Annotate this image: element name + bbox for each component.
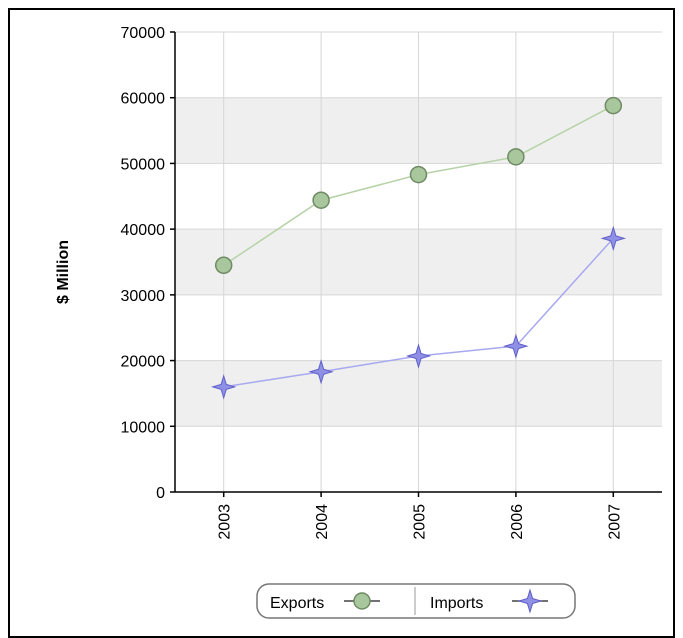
y-tick-label: 40000: [121, 222, 166, 239]
point-imports-2003: [210, 374, 237, 400]
y-axis-ticks: 0 10000 20000 30000 40000 50000 60000 70000: [121, 25, 175, 502]
point-exports-2007: [604, 96, 623, 115]
point-imports-2004: [308, 359, 334, 385]
point-exports-2004: [312, 191, 330, 209]
x-tick-label: 2004: [314, 504, 331, 540]
y-tick-label: 70000: [121, 25, 166, 42]
legend-marker: [517, 588, 543, 614]
x-tick-label: 2006: [509, 504, 526, 540]
point-imports-2007: [600, 225, 627, 252]
y-axis-label: $ Million: [55, 240, 72, 304]
legend-box: [256, 583, 576, 619]
line-chart: 0 10000 20000 30000 40000 50000 60000 70000 200…: [55, 25, 662, 619]
point-exports-2006: [507, 148, 525, 166]
chart-frame: 0 10000 20000 30000 40000 50000 60000 70000 200…: [8, 8, 675, 638]
y-tick-label: 20000: [121, 354, 166, 371]
legend-marker: [353, 592, 371, 610]
x-tick-label: 2007: [606, 504, 623, 540]
gridlines: [175, 31, 662, 492]
legend-symbol-exports: [344, 592, 380, 610]
series-markers: [210, 96, 627, 400]
y-tick-label: 10000: [121, 419, 166, 436]
point-imports-2006: [503, 333, 529, 359]
y-tick-label: 50000: [121, 156, 166, 173]
x-tick-label: 2003: [217, 504, 234, 540]
legend-symbol-imports: [512, 588, 548, 614]
point-exports-2005: [409, 165, 428, 184]
y-tick-label: 30000: [121, 288, 166, 305]
legend-label-imports: Imports: [430, 595, 483, 612]
x-axis-ticks: 2003 2004 2005 2006 2007: [217, 492, 623, 540]
x-tick-label: 2005: [412, 504, 429, 540]
point-imports-2005: [405, 343, 432, 369]
legend-label-exports: Exports: [270, 595, 324, 612]
y-tick-label: 0: [156, 485, 165, 502]
y-tick-label: 60000: [121, 91, 166, 108]
legend: Exports Imports: [256, 583, 576, 619]
point-exports-2003: [214, 256, 233, 275]
